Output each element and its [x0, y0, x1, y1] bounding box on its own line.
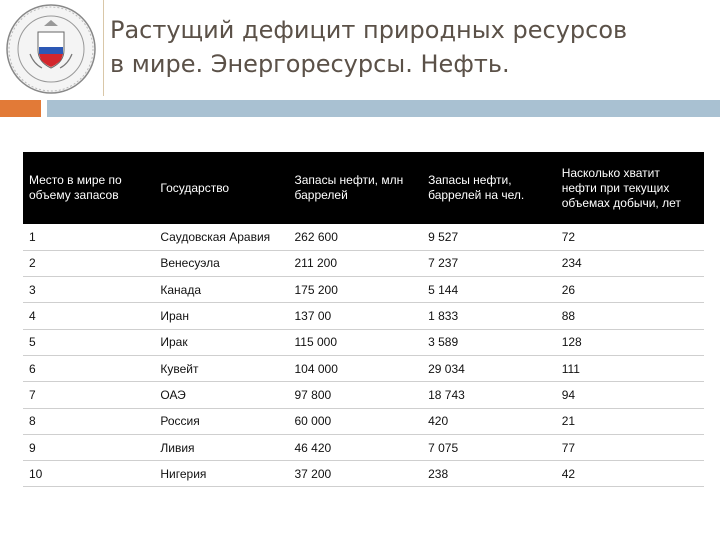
- cell-country: Ирак: [160, 335, 188, 350]
- cell-years-left: 111: [561, 361, 580, 376]
- cell-reserves-per-capita: 1 833: [428, 309, 459, 324]
- cell-reserves-per-capita: 238: [428, 466, 449, 481]
- oil-reserves-table: Место в мире по объему запасов Государст…: [23, 152, 704, 487]
- cell-country: Канада: [160, 282, 202, 297]
- cell-years-left: 21: [561, 414, 576, 429]
- cell-reserves-total: 175 200: [294, 282, 338, 297]
- cell-years-left: 72: [561, 229, 576, 244]
- cell-reserves-total: 262 600: [294, 229, 338, 244]
- table-row: 10 Нигерия 37 200 238 42: [23, 461, 704, 487]
- table-row: 8 Россия 60 000 420 21: [23, 408, 704, 435]
- column-header-reserves-per-capita: Запасы нефти, баррелей на чел.: [428, 173, 525, 202]
- cell-country: Иран: [160, 309, 189, 324]
- cell-years-left: 77: [561, 440, 576, 455]
- cell-country: Ливия: [160, 440, 195, 455]
- cell-years-left: 234: [561, 256, 582, 271]
- cell-rank: 9: [29, 440, 36, 455]
- table-row: 7 ОАЭ 97 800 18 743 94: [23, 382, 704, 409]
- cell-reserves-total: 60 000: [294, 414, 332, 429]
- page-title: Растущий дефицит природных ресурсов в ми…: [110, 13, 710, 81]
- cell-reserves-per-capita: 9 527: [428, 229, 459, 244]
- cell-country: Саудовская Аравия: [160, 229, 271, 244]
- cell-years-left: 128: [561, 335, 582, 350]
- cell-reserves-total: 46 420: [294, 440, 332, 455]
- accent-bar-blue: [47, 100, 720, 117]
- cell-reserves-total: 104 000: [294, 361, 338, 376]
- table-header-row: Место в мире по объему запасов Государст…: [23, 152, 704, 224]
- cell-years-left: 88: [561, 309, 576, 324]
- accent-bar-orange: [0, 100, 41, 117]
- cell-reserves-per-capita: 420: [428, 414, 449, 429]
- cell-rank: 3: [29, 282, 36, 297]
- cell-rank: 1: [29, 229, 36, 244]
- cell-reserves-total: 137 00: [294, 309, 332, 324]
- cell-reserves-per-capita: 29 034: [428, 361, 465, 376]
- cell-rank: 8: [29, 414, 36, 429]
- cell-rank: 2: [29, 256, 36, 271]
- column-header-years-left: Насколько хватит нефти при текущих объем…: [561, 165, 681, 210]
- cell-reserves-total: 211 200: [294, 256, 338, 271]
- cell-rank: 4: [29, 309, 36, 324]
- table-row: 6 Кувейт 104 000 29 034 111: [23, 355, 704, 382]
- cell-rank: 7: [29, 387, 36, 402]
- cell-rank: 5: [29, 335, 36, 350]
- cell-reserves-per-capita: 3 589: [428, 335, 459, 350]
- table-row: 5 Ирак 115 000 3 589 128: [23, 329, 704, 356]
- university-seal-logo: [4, 2, 98, 96]
- title-line-2: в мире. Энергоресурсы. Нефть.: [110, 50, 510, 78]
- table-row: 4 Иран 137 00 1 833 88: [23, 303, 704, 330]
- table-row: 1 Саудовская Аравия 262 600 9 527 72: [23, 224, 704, 251]
- table-row: 2 Венесуэла 211 200 7 237 234: [23, 250, 704, 277]
- cell-country: Кувейт: [160, 361, 199, 376]
- cell-reserves-per-capita: 7 237: [428, 256, 459, 271]
- cell-reserves-total: 115 000: [294, 335, 338, 350]
- column-header-rank: Место в мире по объему запасов: [29, 173, 122, 202]
- cell-reserves-total: 97 800: [294, 387, 332, 402]
- cell-years-left: 26: [561, 282, 576, 297]
- cell-reserves-per-capita: 7 075: [428, 440, 459, 455]
- table-row: 9 Ливия 46 420 7 075 77: [23, 434, 704, 461]
- table-row: 3 Канада 175 200 5 144 26: [23, 277, 704, 303]
- cell-country: ОАЭ: [160, 387, 186, 402]
- column-header-country: Государство: [160, 180, 230, 195]
- cell-reserves-total: 37 200: [294, 466, 332, 481]
- column-header-reserves-total: Запасы нефти, млн баррелей: [294, 173, 404, 202]
- cell-country: Венесуэла: [160, 256, 220, 271]
- cell-years-left: 42: [561, 466, 576, 481]
- title-line-1: Растущий дефицит природных ресурсов: [110, 16, 628, 44]
- cell-rank: 6: [29, 361, 36, 376]
- cell-reserves-per-capita: 18 743: [428, 387, 465, 402]
- cell-rank: 10: [29, 466, 43, 481]
- cell-reserves-per-capita: 5 144: [428, 282, 459, 297]
- cell-country: Нигерия: [160, 466, 207, 481]
- cell-years-left: 94: [561, 387, 576, 402]
- cell-country: Россия: [160, 414, 200, 429]
- header-divider: [103, 0, 104, 96]
